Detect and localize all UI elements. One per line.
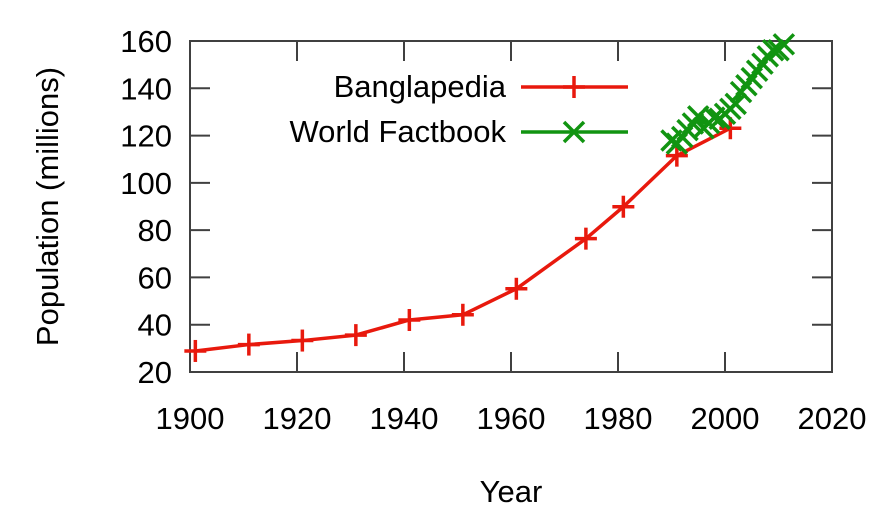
x-axis-title: Year [480, 474, 543, 509]
data-series [184, 33, 796, 362]
x-tick-label: 2000 [691, 401, 760, 436]
x-tick-label: 1920 [263, 401, 332, 436]
x-tick-label: 1940 [370, 401, 439, 436]
data-point-marker [772, 33, 796, 56]
data-point-marker [562, 120, 586, 144]
y-axis-title: Population (millions) [30, 67, 65, 346]
data-point-marker [761, 38, 785, 62]
series-banglapedia [184, 117, 742, 362]
axis-ticks [189, 40, 833, 373]
y-tick-label: 160 [120, 24, 172, 59]
x-tick-label: 1980 [584, 401, 653, 436]
y-tick-label: 40 [138, 308, 172, 343]
y-tick-label: 80 [138, 213, 172, 248]
y-tick-label: 140 [120, 71, 172, 106]
x-tick-label: 2020 [798, 401, 867, 436]
y-tick-label: 100 [120, 166, 172, 201]
data-point-marker [724, 92, 747, 116]
y-axis-tick-labels: 20 40 60 80 100 120 140 160 [120, 24, 172, 390]
x-tick-label: 1900 [156, 401, 225, 436]
y-tick-label: 120 [120, 119, 172, 154]
series-world-factbook [660, 33, 796, 155]
legend: Banglapedia World Factbook [289, 69, 628, 149]
legend-label-banglapedia: Banglapedia [334, 69, 507, 104]
x-tick-label: 1960 [477, 401, 546, 436]
plot-border-rect [189, 40, 833, 373]
x-axis-tick-labels: 1900 1920 1940 1960 1980 2000 2020 [156, 401, 867, 436]
plot-border [189, 40, 833, 373]
y-tick-label: 60 [138, 260, 172, 295]
y-tick-label: 20 [138, 355, 172, 390]
legend-label-world-factbook: World Factbook [289, 114, 506, 149]
